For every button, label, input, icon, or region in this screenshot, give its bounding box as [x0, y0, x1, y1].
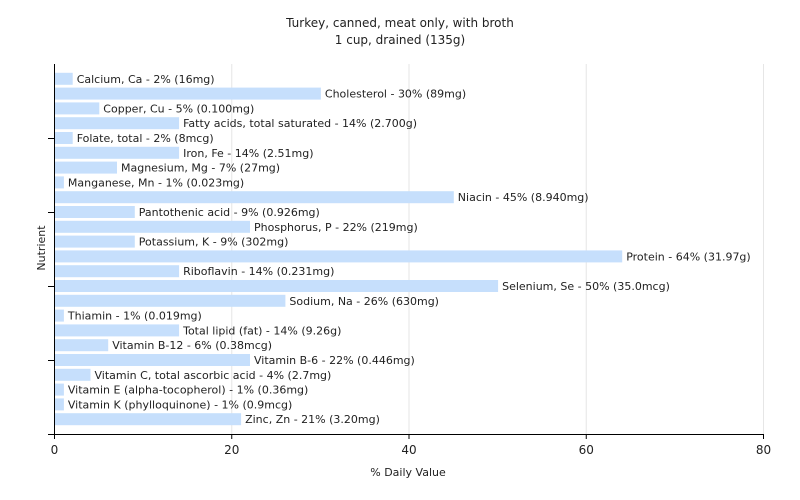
x-tick-label: 60 [579, 443, 594, 457]
x-tick-label: 80 [756, 443, 771, 457]
chart-subtitle: 1 cup, drained (135g) [335, 33, 465, 47]
bar-label: Vitamin E (alpha-tocopherol) - 1% (0.36m… [68, 384, 308, 397]
axes: 0 20 40 60 80 [48, 64, 771, 457]
bar [55, 354, 250, 366]
bar [55, 161, 117, 174]
x-axis-label: % Daily Value [370, 466, 446, 479]
bar-label: Potassium, K - 9% (302mg) [139, 236, 289, 249]
bar-labels: Calcium, Ca - 2% (16mg) Cholesterol - 30%… [67, 73, 751, 426]
bar-label: Selenium, Se - 50% (35.0mcg) [502, 280, 670, 293]
bar [55, 398, 64, 411]
bar [55, 265, 180, 278]
bar-label: Thiamin - 1% (0.019mg) [67, 310, 202, 323]
bar-label: Phosphorus, P - 22% (219mg) [254, 221, 418, 234]
bar-label: Sodium, Na - 26% (630mg) [289, 295, 439, 308]
bar-label: Niacin - 45% (8.940mg) [458, 191, 589, 204]
x-tick-label: 40 [401, 443, 416, 457]
bar [55, 280, 499, 292]
bar [55, 250, 623, 263]
x-tick-label: 20 [224, 443, 239, 457]
bar-label: Calcium, Ca - 2% (16mg) [77, 73, 215, 86]
bar [55, 87, 321, 100]
bar [55, 368, 91, 381]
bar-label: Protein - 64% (31.97g) [626, 250, 751, 263]
bar [55, 176, 64, 189]
bar-label: Iron, Fe - 14% (2.51mg) [183, 147, 313, 160]
y-axis-label: Nutrient [35, 225, 48, 271]
bar-label: Vitamin C, total ascorbic acid - 4% (2.7… [95, 369, 332, 382]
bar-label: Vitamin B-12 - 6% (0.38mcg) [112, 339, 272, 352]
bar [55, 383, 64, 396]
bar-label: Vitamin K (phylloquinone) - 1% (0.9mcg) [68, 398, 292, 411]
bar-label: Total lipid (fat) - 14% (9.26g) [182, 324, 341, 337]
chart-title: Turkey, canned, meat only, with broth [285, 16, 514, 30]
bar [55, 132, 73, 144]
bar-label: Magnesium, Mg - 7% (27mg) [121, 162, 280, 175]
bar-label: Copper, Cu - 5% (0.100mg) [103, 102, 254, 115]
grid-lines [231, 64, 764, 434]
bar-label: Pantothenic acid - 9% (0.926mg) [139, 206, 320, 219]
bar-label: Cholesterol - 30% (89mg) [325, 88, 466, 101]
bar [55, 309, 64, 322]
bar [55, 146, 180, 159]
bar [55, 72, 73, 85]
bar [55, 324, 180, 337]
bar-label: Riboflavin - 14% (0.231mg) [183, 265, 334, 278]
bar-label: Fatty acids, total saturated - 14% (2.70… [183, 117, 417, 130]
bar [55, 117, 180, 130]
bar [55, 206, 135, 218]
x-tick-label: 0 [51, 443, 59, 457]
bar [55, 294, 286, 307]
bar-label: Manganese, Mn - 1% (0.023mg) [68, 176, 244, 189]
bar [55, 220, 250, 233]
bar [55, 413, 242, 426]
bar-label: Folate, total - 2% (8mcg) [77, 132, 214, 145]
bar [55, 102, 100, 115]
bar [55, 235, 135, 248]
bar-label: Vitamin B-6 - 22% (0.446mg) [254, 354, 415, 367]
bar-label: Zinc, Zn - 21% (3.20mg) [245, 413, 380, 426]
bar [55, 191, 454, 204]
bar [55, 339, 109, 352]
bars [55, 72, 623, 426]
